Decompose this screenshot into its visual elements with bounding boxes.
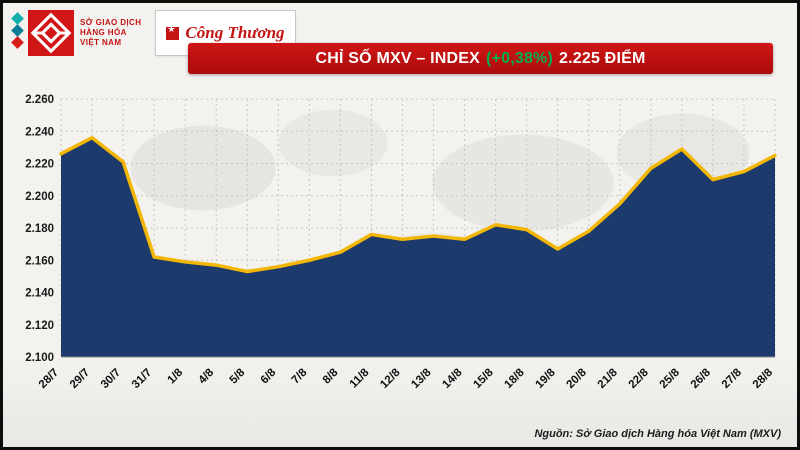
x-tick-label: 14/8 <box>440 366 465 391</box>
x-tick-label: 15/8 <box>471 366 496 391</box>
header: SỞ GIAO DỊCH HÀNG HÓA VIỆT NAM Công Thươ… <box>11 10 787 80</box>
x-tick-label: 7/8 <box>290 366 310 386</box>
strip-blue-diamond-icon <box>11 24 24 37</box>
x-tick-label: 27/8 <box>720 366 745 391</box>
x-tick-label: 19/8 <box>533 366 558 391</box>
x-tick-label: 6/8 <box>259 366 279 386</box>
x-tick-label: 12/8 <box>378 366 403 391</box>
strip-red-diamond-icon <box>11 36 24 49</box>
x-tick-label: 30/7 <box>99 367 123 391</box>
banner-title: CHỈ SỐ MXV – INDEX <box>315 49 481 67</box>
congthuong-wordmark: Công Thương <box>185 23 285 42</box>
mxv-logo-text: SỞ GIAO DỊCH HÀNG HÓA VIỆT NAM <box>80 10 141 56</box>
strip-teal-diamond-icon <box>11 12 24 25</box>
x-tick-label: 20/8 <box>565 366 590 391</box>
mxv-logo-icon <box>28 10 74 56</box>
banner-value: 2.225 ĐIỂM <box>559 49 646 67</box>
y-tick-label: 2.240 <box>25 126 54 138</box>
x-tick-label: 13/8 <box>409 366 434 391</box>
y-tick-label: 2.100 <box>25 352 54 364</box>
y-tick-label: 2.120 <box>25 320 54 332</box>
chart-area <box>61 137 775 357</box>
x-tick-label: 28/7 <box>37 367 61 391</box>
source-caption: Nguồn: Sở Giao dịch Hàng hóa Việt Nam (M… <box>534 428 781 440</box>
x-tick-label: 21/8 <box>596 366 621 391</box>
title-banner: CHỈ SỐ MXV – INDEX (+0,38%) 2.225 ĐIỂM <box>188 43 773 74</box>
mxv-logo-line1: SỞ GIAO DỊCH <box>80 18 142 27</box>
x-tick-label: 5/8 <box>228 366 248 386</box>
x-tick-label: 11/8 <box>348 366 372 390</box>
y-tick-label: 2.220 <box>25 159 54 171</box>
x-tick-label: 31/7 <box>130 367 154 391</box>
y-tick-label: 2.160 <box>25 255 54 267</box>
banner-change: (+0,38%) <box>486 49 553 67</box>
mxv-logo-line2: HÀNG HÓA <box>80 28 127 37</box>
x-tick-label: 4/8 <box>197 366 217 386</box>
y-tick-label: 2.140 <box>25 288 54 300</box>
congthuong-flag-icon <box>166 24 180 40</box>
mxv-logo-line3: VIỆT NAM <box>80 38 122 47</box>
x-tick-label: 25/8 <box>658 366 683 391</box>
y-tick-label: 2.260 <box>25 94 54 106</box>
index-chart-svg: 2.100 2.120 2.140 2.160 2.180 2.200 2.220 2.240… <box>25 94 777 391</box>
x-tick-label: 22/8 <box>627 366 652 391</box>
x-tick-label: 26/8 <box>689 366 714 391</box>
index-chart: 2.100 2.120 2.140 2.160 2.180 2.200 2.220 2.240… <box>9 83 791 419</box>
x-tick-label: 29/7 <box>68 367 92 391</box>
x-tick-label: 18/8 <box>502 366 527 391</box>
x-tick-label: 1/8 <box>165 366 185 386</box>
y-tick-label: 2.200 <box>25 191 54 203</box>
y-tick-label: 2.180 <box>25 223 54 235</box>
x-tick-label: 28/8 <box>751 366 776 391</box>
brand-accent-strip <box>11 10 24 49</box>
x-tick-label: 8/8 <box>321 366 341 386</box>
chart-line <box>59 135 777 274</box>
